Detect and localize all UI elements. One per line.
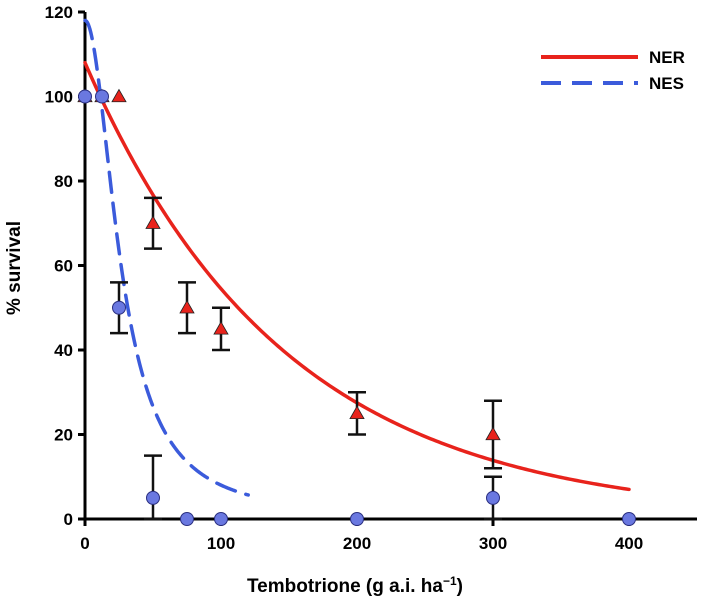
y-tick-label: 100 xyxy=(45,88,73,107)
legend: NER NES xyxy=(541,48,685,93)
data-point-ner xyxy=(349,405,365,420)
data-point-ner xyxy=(213,321,229,335)
data-point-nes xyxy=(112,300,126,315)
data-point-nes xyxy=(622,512,636,526)
data-markers xyxy=(77,88,636,526)
data-point-nes xyxy=(95,89,109,104)
axes: 0 20 40 60 80 100 120 0 100 200 300 400 xyxy=(45,3,697,553)
data-point-nes xyxy=(180,512,194,526)
data-point-nes xyxy=(78,89,92,104)
data-point-nes xyxy=(486,490,500,505)
x-axis-title-sup: −1 xyxy=(443,574,457,588)
x-axis-title-close: ) xyxy=(457,576,463,597)
x-tick-label: 100 xyxy=(207,534,235,553)
data-point-nes xyxy=(350,512,364,526)
data-point-ner xyxy=(179,299,195,314)
data-point-nes xyxy=(146,490,160,505)
data-point-ner xyxy=(145,215,161,229)
error-bars xyxy=(110,196,502,521)
legend-label-ner: NER xyxy=(649,48,685,67)
data-point-ner xyxy=(485,426,501,441)
fit-curve-nes xyxy=(83,18,250,497)
y-tick-label: 20 xyxy=(54,426,73,445)
x-tick-label: 200 xyxy=(343,534,371,553)
x-axis-title: Tembotrione (g a.i. ha−1) xyxy=(247,574,463,597)
x-tick-label: 400 xyxy=(615,534,643,553)
x-axis-title-main: Tembotrione (g a.i. ha xyxy=(247,576,443,597)
y-tick-label: 60 xyxy=(54,257,73,276)
x-tick-label: 0 xyxy=(80,534,89,553)
y-axis-title: % survival xyxy=(4,221,25,315)
x-tick-label: 300 xyxy=(479,534,507,553)
y-tick-label: 40 xyxy=(54,341,73,360)
data-point-ner xyxy=(111,88,127,103)
data-point-nes xyxy=(214,512,228,526)
y-tick-label: 120 xyxy=(45,3,73,22)
y-tick-label: 0 xyxy=(64,510,73,529)
y-tick-label: 80 xyxy=(54,172,73,191)
legend-label-nes: NES xyxy=(649,74,684,93)
